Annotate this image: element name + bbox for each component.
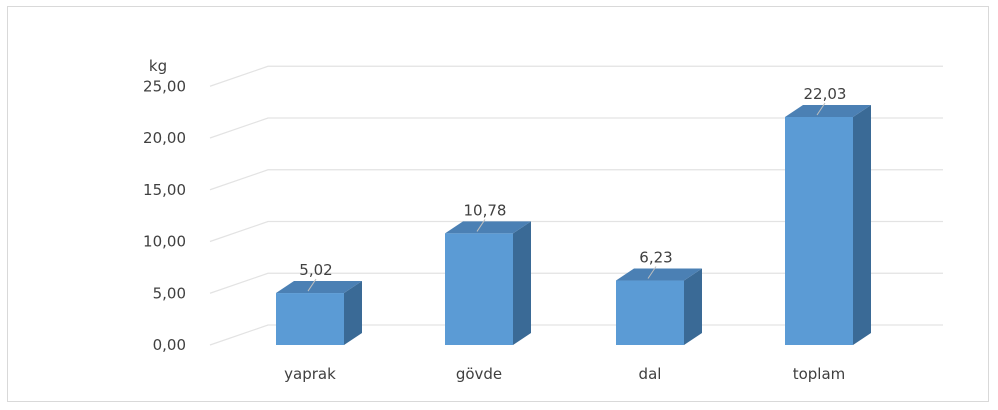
data-label-leader: [647, 266, 657, 279]
data-label: 5,02: [299, 261, 332, 279]
gridlines: [209, 65, 943, 346]
bar-side: [684, 268, 702, 345]
y-tick-label: 20,00: [143, 129, 186, 147]
y-tick-label: 15,00: [143, 181, 186, 199]
bar-front: [276, 293, 344, 345]
bar: [616, 268, 702, 345]
category-label: gövde: [456, 365, 502, 383]
bars: [276, 104, 871, 345]
bar-chart: 0,00 5,00 10,00 15,00 20,00 25,00 kg 5,02 10,7…: [143, 57, 943, 383]
chart-frame: 0,00 5,00 10,00 15,00 20,00 25,00 kg 5,02 10,7…: [7, 6, 989, 402]
bar-top: [785, 104, 871, 117]
gridline: [209, 65, 943, 87]
data-label: 10,78: [464, 201, 507, 219]
bar-side: [853, 104, 871, 345]
category-label: toplam: [793, 365, 846, 383]
bar: [785, 104, 871, 345]
data-label-leader: [307, 278, 317, 292]
y-tick-label: 5,00: [153, 284, 186, 302]
y-tick-label: 10,00: [143, 233, 186, 251]
data-label-leader: [476, 219, 486, 232]
bar-top: [276, 281, 362, 294]
bar: [276, 281, 362, 345]
gridline: [209, 272, 943, 294]
data-labels: 5,02 10,78 6,23 22,03: [299, 85, 847, 292]
bar-top: [616, 268, 702, 281]
y-tick-label: 25,00: [143, 77, 186, 95]
data-label: 6,23: [639, 249, 672, 267]
bar-side: [513, 221, 531, 345]
category-label: yaprak: [284, 365, 336, 383]
y-tick-label: 0,00: [153, 336, 186, 354]
gridline: [209, 324, 943, 346]
bar-front: [785, 116, 853, 345]
y-axis-ticks: 0,00 5,00 10,00 15,00 20,00 25,00: [143, 77, 186, 354]
bar: [445, 221, 531, 345]
bar-side: [344, 281, 362, 345]
data-label: 22,03: [804, 85, 847, 103]
category-labels: yaprak gövde dal toplam: [284, 365, 845, 383]
gridline: [209, 220, 943, 243]
bar-front: [616, 280, 684, 345]
y-axis-unit-label: kg: [149, 57, 167, 75]
bar-top: [445, 221, 531, 234]
category-label: dal: [639, 365, 662, 383]
bar-front: [445, 233, 513, 345]
data-label-leader: [816, 102, 826, 116]
gridline: [209, 117, 943, 139]
gridline: [209, 169, 943, 191]
